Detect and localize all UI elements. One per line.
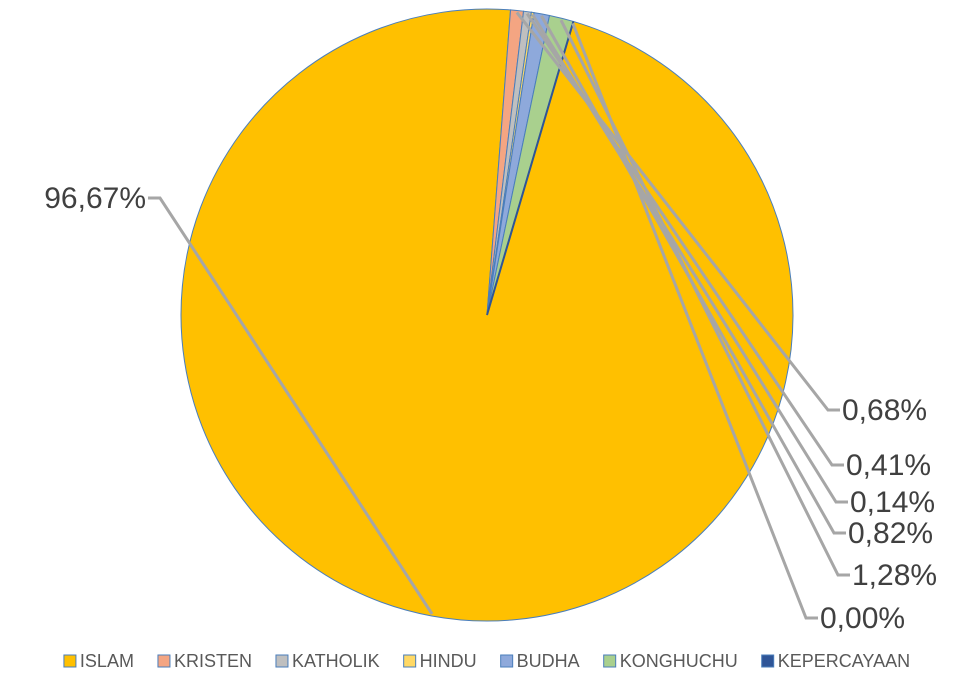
legend: ISLAM KRISTEN KATHOLIK HINDU BUDHA KONGHUCHU K… bbox=[63, 651, 910, 671]
legend-swatch-katholik bbox=[275, 654, 289, 668]
legend-item-islam: ISLAM bbox=[63, 651, 134, 671]
data-label-kepercayaan: 0,00% bbox=[820, 602, 905, 635]
pie-slice-kepercayaan bbox=[486, 21, 575, 316]
legend-item-hindu: HINDU bbox=[403, 651, 477, 671]
legend-label-budha: BUDHA bbox=[517, 651, 580, 671]
data-label-islam: 96,67% bbox=[44, 182, 146, 215]
data-labels: 96,67% 0,68% 0,41% 0,14%0,82% 1,28% 0,00% bbox=[44, 11, 937, 635]
leader-line-islam bbox=[148, 196, 434, 615]
legend-item-kristen: KRISTEN bbox=[157, 651, 252, 671]
legend-label-katholik: KATHOLIK bbox=[292, 651, 380, 671]
legend-item-konghuchu: KONGHUCHU bbox=[603, 651, 738, 671]
legend-label-hindu: HINDU bbox=[420, 651, 477, 671]
legend-swatch-islam bbox=[63, 654, 77, 668]
data-label-konghuchu: 1,28% bbox=[852, 559, 937, 592]
legend-item-kepercayaan: KEPERCAYAAN bbox=[761, 651, 910, 671]
legend-label-kristen: KRISTEN bbox=[174, 651, 252, 671]
legend-swatch-kristen bbox=[157, 654, 171, 668]
pie-slices bbox=[180, 8, 794, 622]
data-label-hindu: 0,14% bbox=[850, 486, 935, 519]
legend-swatch-budha bbox=[500, 654, 514, 668]
legend-item-budha: BUDHA bbox=[500, 651, 580, 671]
leader-line-konghuchu bbox=[559, 19, 850, 577]
data-label-budha: 0,82% bbox=[848, 517, 933, 550]
leader-line-kepercayaan bbox=[571, 22, 818, 620]
data-label-katholik: 0,41% bbox=[846, 449, 931, 482]
legend-item-katholik: KATHOLIK bbox=[275, 651, 380, 671]
legend-label-islam: ISLAM bbox=[80, 651, 134, 671]
data-label-kristen: 0,68% bbox=[842, 394, 927, 427]
legend-label-konghuchu: KONGHUCHU bbox=[620, 651, 738, 671]
legend-swatch-kepercayaan bbox=[761, 654, 775, 668]
legend-swatch-hindu bbox=[403, 654, 417, 668]
legend-swatch-konghuchu bbox=[603, 654, 617, 668]
legend-label-kepercayaan: KEPERCAYAAN bbox=[778, 651, 910, 671]
